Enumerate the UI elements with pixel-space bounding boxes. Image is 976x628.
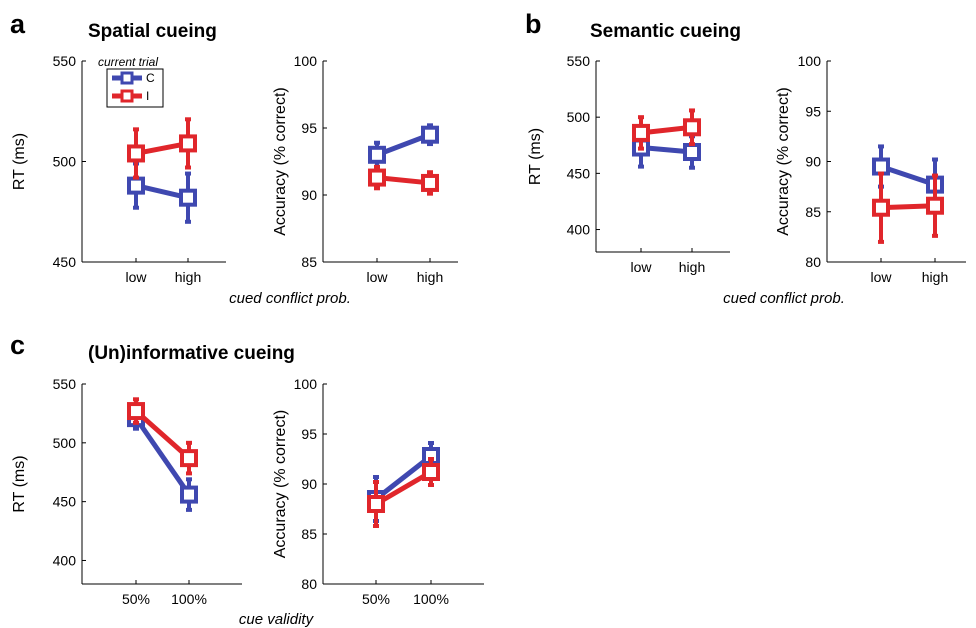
legend-i-marker bbox=[120, 89, 134, 103]
chart-a-rt-ytick-label: 550 bbox=[53, 53, 77, 69]
chart-b-acc-ytick-label: 100 bbox=[798, 53, 822, 69]
legend-c-label: C bbox=[146, 71, 155, 85]
chart-c-rt-ytick-label: 450 bbox=[53, 494, 77, 510]
chart-a-acc-ytick-label: 95 bbox=[301, 120, 317, 136]
chart-c-rt-series-c-line bbox=[133, 416, 192, 497]
panel-c-xlabel: cue validity bbox=[239, 611, 315, 628]
chart-c-acc-ytick-label: 85 bbox=[301, 526, 317, 542]
chart-b-acc-series-i-point bbox=[872, 198, 890, 217]
chart-b-acc: 80 85 90 95 100 low high Accuracy (% correct) bbox=[775, 53, 966, 285]
chart-b-rt-series-c-point bbox=[683, 143, 701, 162]
chart-b-acc-ylabel: Accuracy (% correct) bbox=[775, 87, 792, 235]
chart-a-rt-xtick-label: low bbox=[125, 269, 147, 285]
chart-c-acc-ytick-label: 90 bbox=[301, 476, 317, 492]
legend-c-marker bbox=[120, 71, 134, 85]
chart-c-rt: 400 450 500 550 50% 100% RT (ms) bbox=[11, 376, 242, 607]
chart-b-rt-ytick-label: 450 bbox=[567, 165, 591, 181]
panel-a-title: Spatial cueing bbox=[88, 21, 217, 42]
chart-a-acc-ytick-label: 90 bbox=[301, 187, 317, 203]
chart-b-rt-series-i-point bbox=[683, 118, 701, 137]
panel-a-letter: a bbox=[10, 9, 26, 39]
chart-c-acc-ytick-label: 100 bbox=[294, 376, 318, 392]
panel-b-title: Semantic cueing bbox=[590, 21, 741, 42]
chart-c-rt-ytick-label: 400 bbox=[53, 552, 77, 568]
chart-a-acc-series-i-point bbox=[368, 168, 386, 187]
chart-a-acc-ylabel: Accuracy (% correct) bbox=[272, 87, 289, 235]
legend-box bbox=[106, 68, 164, 108]
chart-a-acc-xtick-label: low bbox=[366, 269, 388, 285]
chart-a-rt-ytick-label: 450 bbox=[53, 254, 77, 270]
chart-a-acc-series-i-point bbox=[421, 173, 439, 192]
chart-a-acc-series-c-point bbox=[421, 125, 439, 144]
chart-a-acc-xtick-label: high bbox=[417, 269, 443, 285]
chart-c-rt-series-c-point bbox=[180, 485, 198, 504]
chart-b-acc-ytick-label: 85 bbox=[805, 204, 821, 220]
chart-c-acc-ytick-label: 80 bbox=[301, 576, 317, 592]
chart-c-acc: 80 85 90 95 100 50% 100% Accuracy (% correct) bbox=[272, 376, 484, 607]
chart-b-acc-series-c-point bbox=[872, 157, 890, 176]
chart-a-rt-ytick-label: 500 bbox=[53, 154, 77, 170]
chart-c-acc-xtick-label: 100% bbox=[413, 591, 449, 607]
chart-a-rt-series-c-point bbox=[179, 188, 197, 207]
chart-a-rt-xtick-label: high bbox=[175, 269, 201, 285]
chart-a-rt-series-i-point bbox=[127, 144, 145, 163]
chart-c-rt-ytick-label: 550 bbox=[53, 376, 77, 392]
chart-b-rt-xtick-label: low bbox=[630, 259, 652, 275]
panel-c-letter: c bbox=[10, 330, 25, 360]
chart-c-rt-xtick-label: 50% bbox=[122, 591, 150, 607]
chart-a-acc: 85 90 95 100 low high Accuracy (% correct) bbox=[272, 53, 458, 285]
chart-b-rt-ytick-label: 500 bbox=[567, 109, 591, 125]
chart-a-rt-series-i-point bbox=[179, 134, 197, 153]
chart-a-acc-ytick-label: 100 bbox=[294, 53, 318, 69]
legend-i-label: I bbox=[146, 89, 149, 103]
chart-a-acc-ytick-label: 85 bbox=[301, 254, 317, 270]
chart-c-acc-series-i-point bbox=[367, 495, 385, 513]
legend-title: current trial bbox=[98, 55, 158, 69]
chart-c-rt-series-i-point bbox=[180, 449, 198, 468]
chart-a-rt-ylabel: RT (ms) bbox=[11, 133, 28, 190]
chart-c-acc-series-i-point bbox=[422, 463, 440, 481]
chart-b-acc-series-i-point bbox=[926, 196, 944, 215]
chart-b-rt-series-i-point bbox=[632, 123, 650, 142]
chart-b-acc-ytick-label: 95 bbox=[805, 103, 821, 119]
chart-c-acc-series-i-line bbox=[374, 469, 433, 507]
chart-c-rt-ylabel: RT (ms) bbox=[11, 455, 28, 512]
chart-a-rt: 450 500 550 low high RT (ms) bbox=[11, 53, 226, 285]
chart-c-acc-ytick-label: 95 bbox=[301, 426, 317, 442]
plot-area: 450 500 550 low high RT (ms) 85 90 95 100 low high A… bbox=[11, 53, 966, 607]
chart-b-acc-ytick-label: 90 bbox=[805, 154, 821, 170]
chart-c-acc-xtick-label: 50% bbox=[362, 591, 390, 607]
chart-b-rt: 400 450 500 550 low high RT (ms) bbox=[527, 53, 730, 275]
chart-c-acc-ylabel: Accuracy (% correct) bbox=[272, 410, 289, 558]
chart-b-rt-ytick-label: 400 bbox=[567, 222, 591, 238]
panel-b-xlabel: cued conflict prob. bbox=[723, 290, 845, 307]
chart-b-acc-xtick-label: high bbox=[922, 269, 948, 285]
chart-b-rt-ytick-label: 550 bbox=[567, 53, 591, 69]
panel-a-xlabel: cued conflict prob. bbox=[229, 290, 351, 307]
panel-c-title: (Un)informative cueing bbox=[88, 343, 295, 364]
chart-b-rt-xtick-label: high bbox=[679, 259, 705, 275]
panel-b-letter: b bbox=[525, 9, 542, 39]
chart-b-rt-ylabel: RT (ms) bbox=[527, 128, 544, 185]
chart-b-acc-ytick-label: 80 bbox=[805, 254, 821, 270]
chart-a-rt-series-c-point bbox=[127, 176, 145, 195]
chart-c-rt-ytick-label: 500 bbox=[53, 435, 77, 451]
chart-c-acc-series-c-line bbox=[374, 454, 433, 501]
chart-b-acc-xtick-label: low bbox=[870, 269, 892, 285]
chart-c-rt-xtick-label: 100% bbox=[171, 591, 207, 607]
chart-a-acc-series-c-point bbox=[368, 145, 386, 164]
chart-c-rt-series-i-point bbox=[127, 402, 145, 421]
legend: current trial C I bbox=[98, 55, 164, 108]
